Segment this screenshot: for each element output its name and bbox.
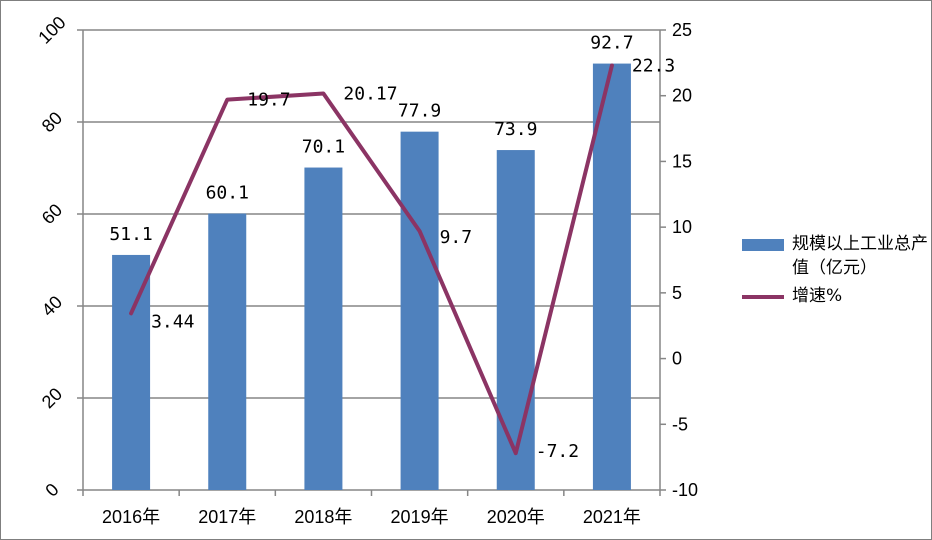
right-axis-tick-label: 0 <box>672 349 682 369</box>
left-axis-tick-label: 20 <box>38 384 66 412</box>
right-axis-tick-label: 20 <box>672 86 692 106</box>
x-axis-tick-label: 2018年 <box>294 507 352 527</box>
bar <box>592 63 631 491</box>
line-point <box>514 451 518 455</box>
right-axis-tick-label: -10 <box>672 480 698 500</box>
left-axis-tick-label: 100 <box>34 12 69 47</box>
x-axis-tick-label: 2019年 <box>391 507 449 527</box>
right-axis-tick-label: -5 <box>672 414 688 434</box>
left-axis-tick-label: 40 <box>38 292 66 320</box>
line-point <box>610 63 614 67</box>
bar <box>208 213 247 491</box>
left-axis-tick-label: 80 <box>38 108 66 136</box>
line-point <box>418 229 422 233</box>
line-point <box>129 311 133 315</box>
line-data-label: 9.7 <box>440 227 473 248</box>
bar <box>112 254 151 490</box>
bar-data-label: 70.1 <box>302 137 345 158</box>
bar-data-label: 77.9 <box>398 101 441 122</box>
legend-item-bar: 规模以上工业总产值（亿元） <box>742 232 932 280</box>
line-data-label: -7.2 <box>536 441 579 462</box>
x-axis-tick-label: 2017年 <box>198 507 256 527</box>
growth-line <box>129 63 614 456</box>
bar-data-label: 92.7 <box>590 33 633 54</box>
bar <box>304 167 343 491</box>
bar-data-label: 60.1 <box>206 183 249 204</box>
legend-line-label: 增速% <box>792 286 843 306</box>
x-axis-tick-label: 2021年 <box>583 507 641 527</box>
right-axis-tick-label: 5 <box>672 283 682 303</box>
line-data-label: 22.3 <box>632 55 675 76</box>
legend-line-swatch <box>742 295 784 299</box>
left-axis-tick-label: 0 <box>41 479 62 500</box>
right-axis-tick-label: 10 <box>672 217 692 237</box>
legend: 规模以上工业总产值（亿元） 增速% <box>742 232 932 308</box>
bar <box>496 150 535 490</box>
line-data-label: 19.7 <box>247 90 290 111</box>
bar <box>400 131 439 490</box>
x-axis-tick-label: 2016年 <box>102 507 160 527</box>
right-axis-tick-label: 15 <box>672 151 692 171</box>
bar-data-label: 51.1 <box>109 224 152 245</box>
line-point <box>225 98 229 102</box>
right-axis-tick-label: 25 <box>672 20 692 40</box>
line-data-label: 3.44 <box>151 311 194 332</box>
left-axis-tick-label: 60 <box>38 200 66 228</box>
bar-data-label: 73.9 <box>494 119 537 140</box>
legend-item-line: 增速% <box>742 284 932 308</box>
legend-bar-label: 规模以上工业总产值（亿元） <box>792 234 928 278</box>
line-data-label: 20.17 <box>343 83 397 104</box>
legend-bar-swatch <box>742 239 784 251</box>
line-point <box>321 91 325 95</box>
x-axis-tick-label: 2020年 <box>487 507 545 527</box>
